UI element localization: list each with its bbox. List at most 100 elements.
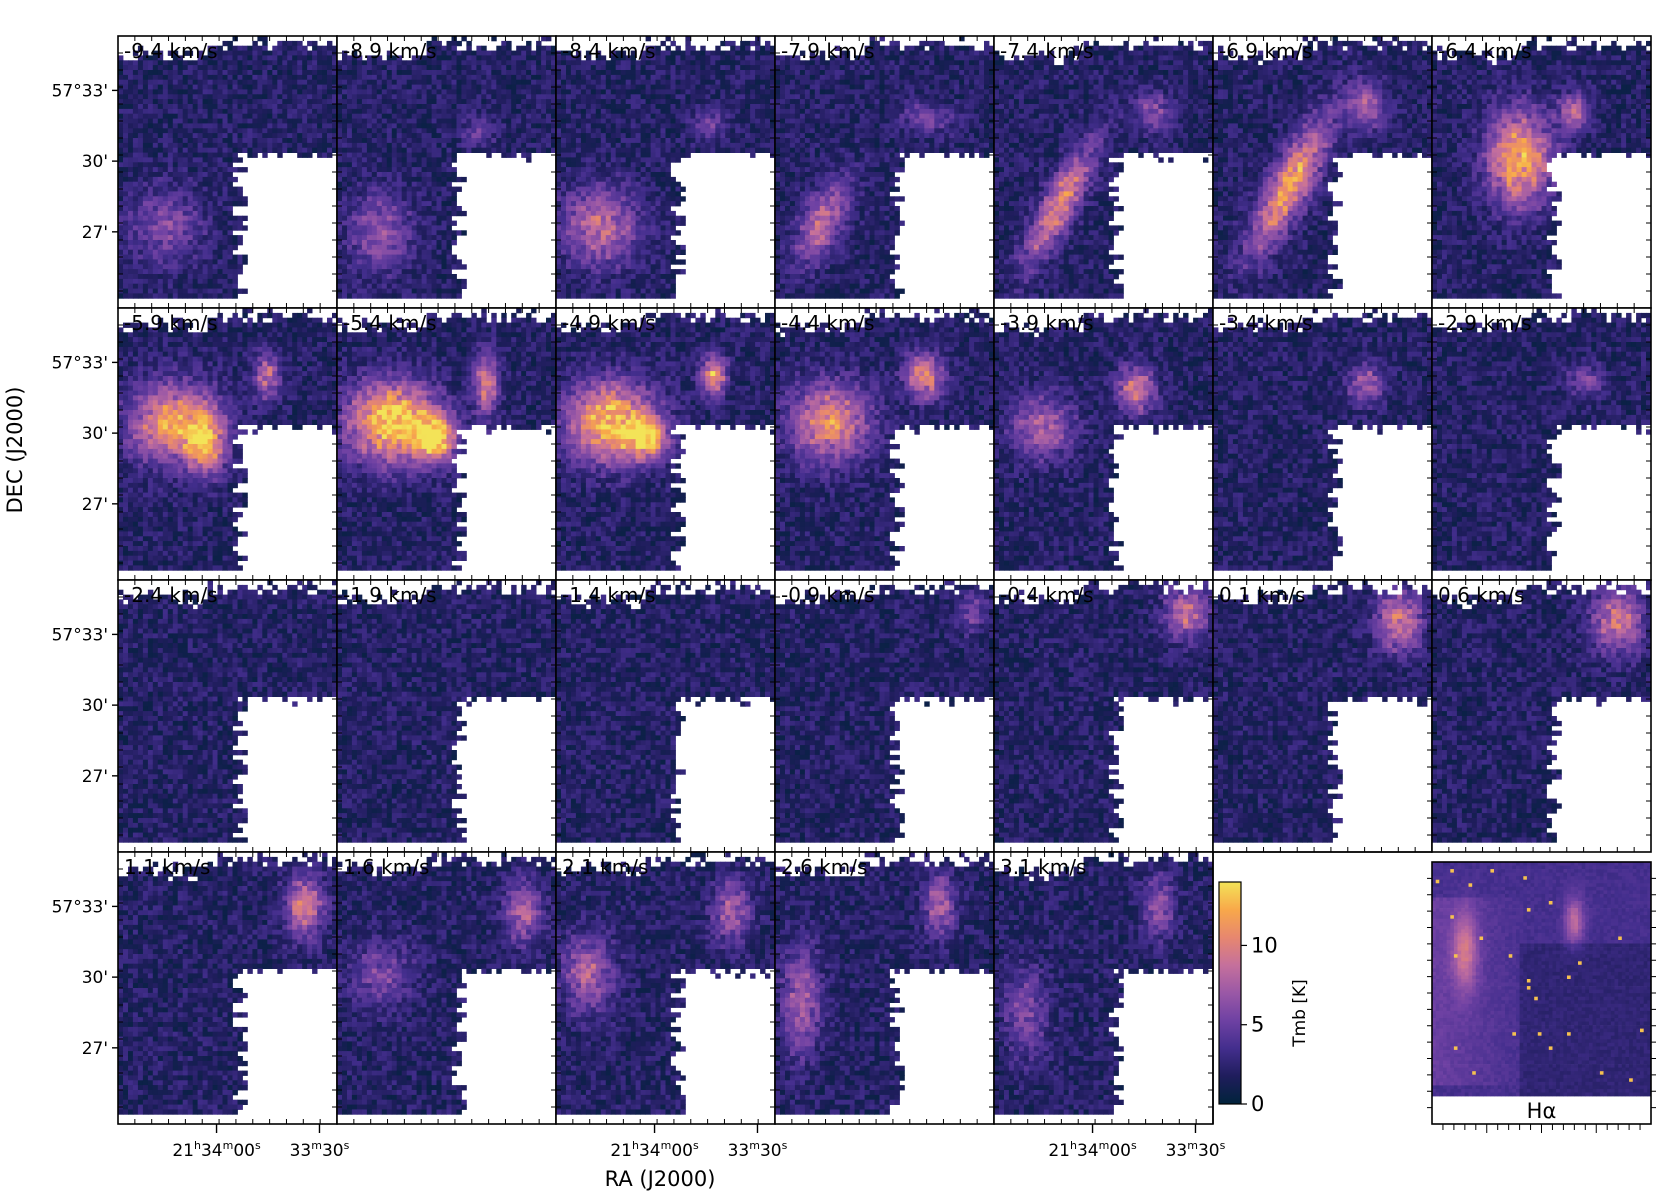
- x-tick-label: 21h34m00s: [610, 1139, 699, 1161]
- panel-pixels: [775, 852, 995, 1115]
- channel-panel: 1.1 km/s: [117, 851, 338, 1125]
- velocity-label: -1.9 km/s: [343, 583, 437, 607]
- y-tick-label: 30': [82, 968, 108, 988]
- channel-panel: -4.4 km/s: [774, 307, 995, 581]
- y-tick-label: 27': [82, 495, 108, 515]
- x-tick-label: 21h34m00s: [1048, 1139, 1137, 1161]
- panel-pixels: [337, 308, 557, 571]
- channel-panel: -6.4 km/s: [1431, 35, 1652, 309]
- panel-pixels: [337, 580, 557, 843]
- channel-panel: -1.4 km/s: [555, 579, 776, 853]
- panel-ticks: [1432, 308, 1651, 580]
- channel-panel: -0.9 km/s: [774, 579, 995, 853]
- panel-ticks: [556, 308, 775, 580]
- panel-ticks: [775, 580, 994, 852]
- panel-ticks: [337, 308, 556, 580]
- panel-ticks: [337, 852, 556, 1124]
- panel-ticks: [556, 36, 775, 308]
- velocity-label: -2.4 km/s: [124, 583, 218, 607]
- channel-panel: -6.9 km/s: [1212, 35, 1433, 309]
- channel-panel: -2.4 km/s: [117, 579, 338, 853]
- y-tick-label: 30': [82, 424, 108, 444]
- channel-panel: -8.4 km/s: [555, 35, 776, 309]
- panel-pixels: [1213, 36, 1433, 299]
- x-tick-label: 33m30s: [1166, 1139, 1226, 1161]
- velocity-label: -2.9 km/s: [1438, 311, 1532, 335]
- halpha-inset: Hα: [1427, 861, 1656, 1133]
- panel-ticks: [775, 308, 994, 580]
- panel-ticks: [775, 852, 994, 1124]
- velocity-label: 2.1 km/s: [562, 855, 648, 879]
- panel-pixels: [1432, 308, 1652, 571]
- channel-panel: 0.6 km/s: [1431, 579, 1652, 853]
- panel-pixels: [118, 308, 338, 571]
- panel-pixels: [337, 36, 557, 299]
- panel-ticks: [556, 852, 775, 1124]
- panel-pixels: [1432, 580, 1652, 843]
- channel-panel: -5.4 km/s: [336, 307, 557, 581]
- panel-pixels: [118, 580, 338, 843]
- velocity-label: -6.9 km/s: [1219, 39, 1313, 63]
- x-tick-label: 21h34m00s: [172, 1139, 261, 1161]
- channel-panel: 3.1 km/s: [993, 851, 1214, 1125]
- velocity-label: -4.9 km/s: [562, 311, 656, 335]
- inset-ticks: [1427, 877, 1656, 1133]
- velocity-label: 0.1 km/s: [1219, 583, 1305, 607]
- colorbar: 0 5 10 Tmb [K]: [1212, 851, 1432, 1124]
- panel-ticks: [1213, 580, 1432, 852]
- velocity-label: -0.4 km/s: [1000, 583, 1094, 607]
- panel-ticks: [556, 580, 775, 852]
- velocity-label: -9.4 km/s: [124, 39, 218, 63]
- inset-label: Hα: [1527, 1099, 1557, 1123]
- panel-ticks: [337, 580, 556, 852]
- panel-pixels: [337, 852, 557, 1115]
- channel-panel: 0.1 km/s: [1212, 579, 1433, 853]
- colorbar-label: Tmb [K]: [1290, 979, 1310, 1048]
- y-tick-label: 27': [82, 223, 108, 243]
- channel-panel: -7.9 km/s: [774, 35, 995, 309]
- panel-ticks: [775, 36, 994, 308]
- channel-panel: -4.9 km/s: [555, 307, 776, 581]
- panel-pixels: [1213, 580, 1433, 843]
- channel-panel: -1.9 km/s: [336, 579, 557, 853]
- colorbar-tick-label: 5: [1251, 1013, 1264, 1037]
- y-tick-label: 57°33': [52, 81, 108, 101]
- panel-ticks: [337, 36, 556, 308]
- channel-panel: -3.4 km/s: [1212, 307, 1433, 581]
- panel-pixels: [994, 36, 1214, 299]
- channel-panels: -9.4 km/s -8.9 km/s -8.4 km/s -7.9 km/s -7.4…: [117, 35, 1652, 1125]
- panel-pixels: [556, 36, 776, 299]
- y-tick-label: 57°33': [52, 897, 108, 917]
- velocity-label: -5.4 km/s: [343, 311, 437, 335]
- panel-pixels: [1432, 36, 1652, 299]
- panel-ticks: [994, 308, 1213, 580]
- y-tick-label: 27': [82, 767, 108, 787]
- x-tick-label: 33m30s: [728, 1139, 788, 1161]
- x-tick-labels: 21h34m00s 33m30s 21h34m00s 33m30s 21h34m00s 3…: [172, 1124, 1226, 1161]
- panel-pixels: [775, 36, 995, 299]
- velocity-label: -3.4 km/s: [1219, 311, 1313, 335]
- panel-pixels: [118, 36, 338, 299]
- channel-panel: 2.1 km/s: [555, 851, 776, 1125]
- halpha-image: [1432, 862, 1652, 1097]
- panel-pixels: [994, 852, 1214, 1115]
- panel-ticks: [118, 580, 337, 852]
- panel-ticks: [118, 852, 337, 1124]
- velocity-label: 3.1 km/s: [1000, 855, 1086, 879]
- velocity-label: 0.6 km/s: [1438, 583, 1524, 607]
- panel-ticks: [994, 580, 1213, 852]
- velocity-label: -8.4 km/s: [562, 39, 656, 63]
- panel-pixels: [775, 308, 995, 571]
- velocity-label: -8.9 km/s: [343, 39, 437, 63]
- panel-pixels: [994, 308, 1214, 571]
- y-tick-label: 57°33': [52, 353, 108, 373]
- panel-pixels: [1213, 308, 1433, 571]
- y-tick-label: 27': [82, 1039, 108, 1059]
- channel-panel: 2.6 km/s: [774, 851, 995, 1125]
- velocity-label: -0.9 km/s: [781, 583, 875, 607]
- y-axis-label: DEC (J2000): [3, 387, 27, 514]
- velocity-label: -1.4 km/s: [562, 583, 656, 607]
- panel-pixels: [556, 852, 776, 1115]
- panel-ticks: [1432, 580, 1651, 852]
- panel-ticks: [1213, 308, 1432, 580]
